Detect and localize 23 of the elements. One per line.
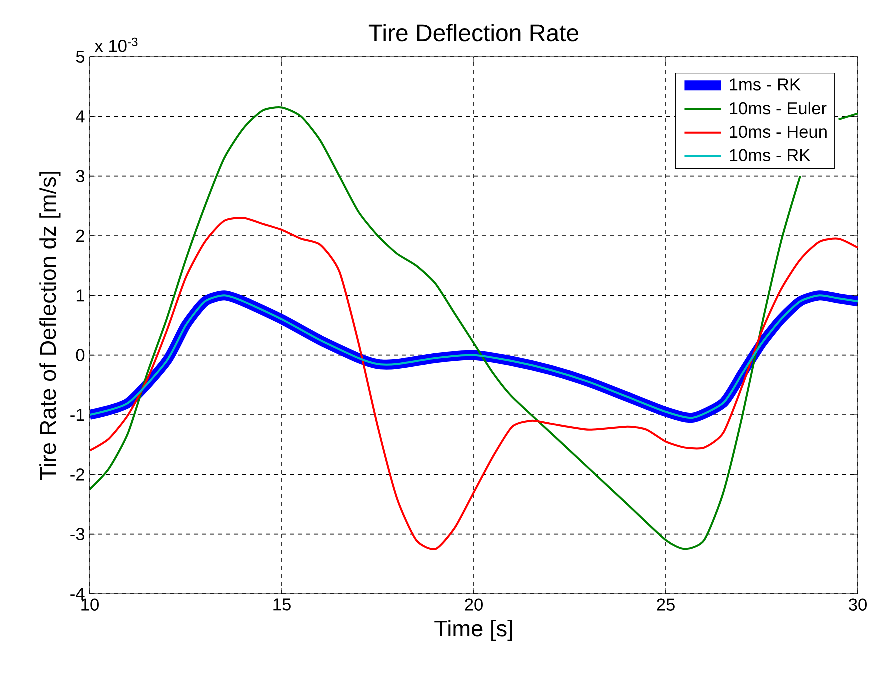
y-axis-title: Tire Rate of Deflection dz [m/s] [40,172,61,480]
y-tick-label: 4 [76,110,85,123]
y-tick-label: 3 [76,170,85,182]
x-tick-label: 10 [82,598,99,611]
text: x 10$^{-3}$ [94,38,138,52]
y-tick-label: -4 [70,588,85,600]
x-tick-label: 15 [274,598,291,611]
chart-title: Tire Deflection Rate [368,24,578,42]
legend-label: 10ms - RK [730,149,810,162]
x-axis-title: Time [s] [434,620,512,642]
y-tick-label: -1 [70,409,84,421]
x-tick-label: 20 [465,598,483,611]
x-tick-label: 30 [849,598,867,611]
y-tick-label: -2 [70,468,84,481]
x-tick-label: 25 [657,598,675,611]
y-tick-label: 0 [76,349,85,362]
y-tick-label: -3 [70,528,85,540]
y-tick-label: 1 [76,290,84,302]
legend-label: 10ms - Heun [730,126,827,138]
y-tick-label: 2 [76,230,84,242]
legend-label: 10ms - Euler [730,102,827,115]
legend-label: 1ms - RK [730,78,801,91]
y-tick-label: 5 [76,50,85,64]
